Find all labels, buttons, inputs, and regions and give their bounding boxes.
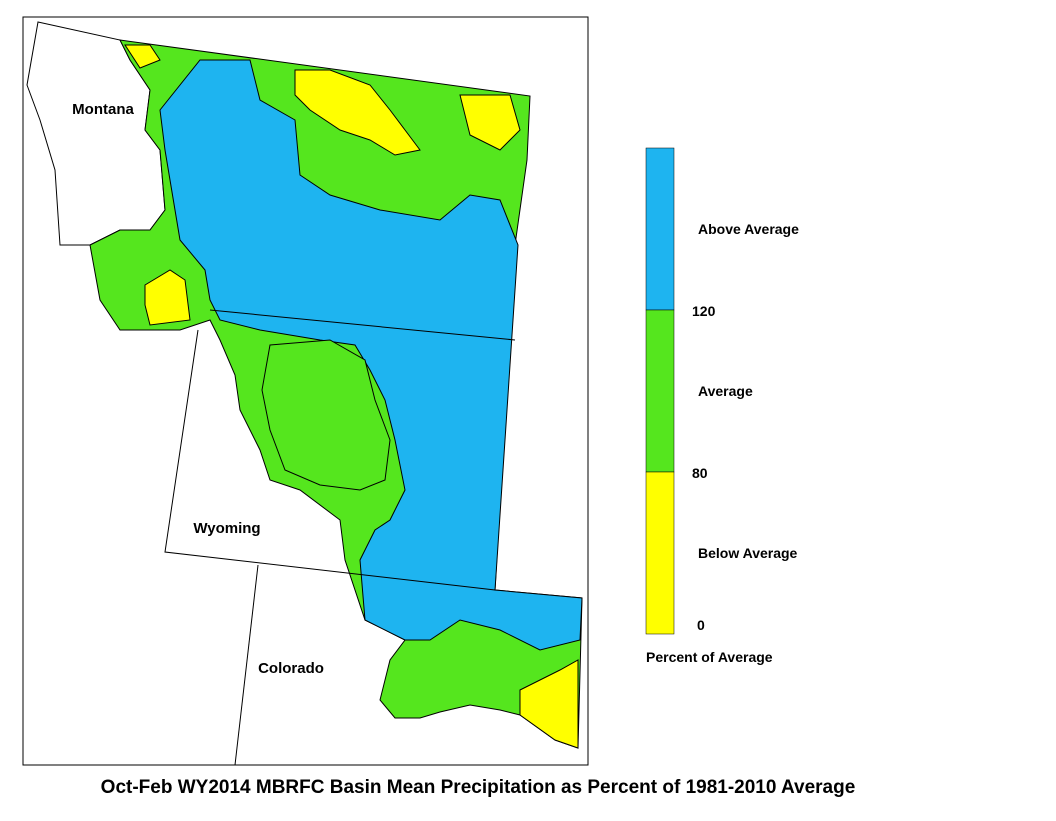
legend-class-label: Average bbox=[698, 383, 753, 399]
state-label: Colorado bbox=[258, 660, 324, 677]
basin-below bbox=[124, 44, 161, 69]
legend-break-label: 120 bbox=[692, 303, 716, 319]
basin-below bbox=[459, 94, 521, 151]
legend-title: Percent of Average bbox=[646, 649, 773, 665]
title: Oct-Feb WY2014 MBRFC Basin Mean Precipit… bbox=[101, 777, 856, 798]
legend: Above Average Average Below Average 120 80 0 P… bbox=[645, 147, 799, 665]
legend-break-label: 80 bbox=[692, 465, 708, 481]
state-line bbox=[209, 309, 516, 341]
state-label: Montana bbox=[72, 101, 134, 118]
legend-class-label: Above Average bbox=[698, 221, 799, 237]
state-line bbox=[164, 329, 496, 591]
map: Montana Wyoming Colorado bbox=[26, 21, 583, 766]
basin-average bbox=[261, 339, 391, 491]
basin-below bbox=[144, 269, 191, 326]
basin-below bbox=[519, 659, 579, 749]
state-label: Wyoming bbox=[193, 520, 260, 537]
state-line bbox=[234, 564, 259, 766]
legend-swatch bbox=[645, 147, 675, 311]
basin-below bbox=[294, 69, 421, 156]
legend-break-label: 0 bbox=[697, 617, 705, 633]
legend-swatch bbox=[645, 309, 675, 473]
legend-class-label: Below Average bbox=[698, 545, 798, 561]
legend-swatch bbox=[645, 471, 675, 635]
